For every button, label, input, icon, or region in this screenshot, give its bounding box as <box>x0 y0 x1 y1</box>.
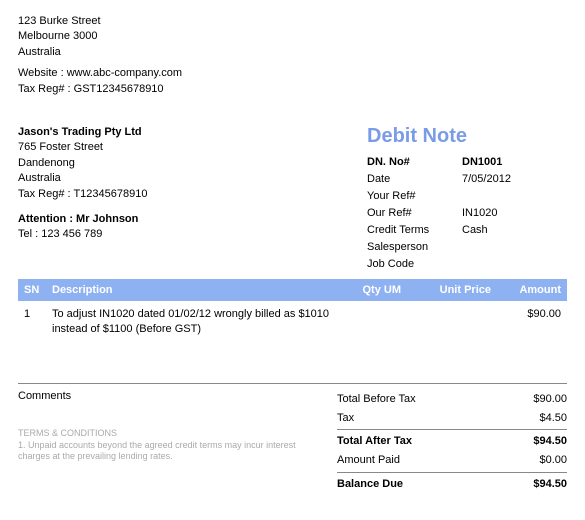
terms-block: TERMS & CONDITIONS 1. Unpaid accounts be… <box>18 428 328 463</box>
balance-due-label: Balance Due <box>337 475 497 494</box>
dn-no-label: DN. No# <box>367 154 462 171</box>
date-label: Date <box>367 171 462 188</box>
job-code-label: Job Code <box>367 256 462 273</box>
bill-to-street: 765 Foster Street <box>18 140 367 155</box>
item-description: To adjust IN1020 dated 01/02/12 wrongly … <box>52 307 341 337</box>
credit-terms-value: Cash <box>462 222 567 239</box>
salesperson-label: Salesperson <box>367 239 462 256</box>
company-meta-block: Website : www.abc-company.com Tax Reg# :… <box>18 66 567 97</box>
attention-tel: Tel : 123 456 789 <box>18 227 367 242</box>
bill-to-city: Dandenong <box>18 156 367 171</box>
our-ref-value: IN1020 <box>462 205 567 222</box>
item-amount: $90.00 <box>491 307 561 337</box>
tax-value: $4.50 <box>497 409 567 428</box>
attention-label: Attention : Mr Johnson <box>18 212 367 227</box>
item-qty <box>341 307 401 337</box>
credit-terms-label: Credit Terms <box>367 222 462 239</box>
document-meta-block: Debit Note DN. No#DN1001 Date7/05/2012 Y… <box>367 125 567 273</box>
salesperson-value <box>462 239 567 256</box>
company-taxreg: Tax Reg# : GST12345678910 <box>18 82 567 97</box>
job-code-value <box>462 256 567 273</box>
items-header-row: SN Description Qty UM Unit Price Amount <box>18 279 567 301</box>
amount-paid-value: $0.00 <box>497 451 567 470</box>
col-qty: Qty UM <box>341 284 401 296</box>
col-amount: Amount <box>491 284 561 296</box>
total-before-tax-label: Total Before Tax <box>337 390 497 409</box>
total-after-tax-value: $94.50 <box>497 432 567 451</box>
comments-block: Comments TERMS & CONDITIONS 1. Unpaid ac… <box>18 384 337 493</box>
company-address2: Melbourne 3000 <box>18 29 567 44</box>
bill-to-name: Jason's Trading Pty Ltd <box>18 125 367 140</box>
col-unit-price: Unit Price <box>401 284 491 296</box>
balance-due-value: $94.50 <box>497 475 567 494</box>
total-after-tax-label: Total After Tax <box>337 432 497 451</box>
amount-paid-label: Amount Paid <box>337 451 497 470</box>
bill-to-country: Australia <box>18 171 367 186</box>
company-address-block: 123 Burke Street Melbourne 3000 Australi… <box>18 14 567 60</box>
tax-label: Tax <box>337 409 497 428</box>
comments-label: Comments <box>18 390 337 402</box>
col-description: Description <box>52 284 341 296</box>
our-ref-label: Our Ref# <box>367 205 462 222</box>
document-title: Debit Note <box>367 125 567 148</box>
terms-line1: 1. Unpaid accounts beyond the agreed cre… <box>18 440 328 463</box>
total-before-tax-value: $90.00 <box>497 390 567 409</box>
table-row: 1 To adjust IN1020 dated 01/02/12 wrongl… <box>18 301 567 343</box>
terms-header: TERMS & CONDITIONS <box>18 428 328 440</box>
dn-no-value: DN1001 <box>462 154 567 171</box>
your-ref-label: Your Ref# <box>367 188 462 205</box>
company-country: Australia <box>18 45 567 60</box>
item-sn: 1 <box>24 307 52 337</box>
col-sn: SN <box>24 284 52 296</box>
bill-to-taxreg: Tax Reg# : T12345678910 <box>18 187 367 202</box>
bill-to-block: Jason's Trading Pty Ltd 765 Foster Stree… <box>18 125 367 273</box>
item-unit <box>401 307 491 337</box>
date-value: 7/05/2012 <box>462 171 567 188</box>
company-address1: 123 Burke Street <box>18 14 567 29</box>
your-ref-value <box>462 188 567 205</box>
company-website: Website : www.abc-company.com <box>18 66 567 81</box>
totals-block: Total Before Tax$90.00 Tax$4.50 Total Af… <box>337 384 567 493</box>
